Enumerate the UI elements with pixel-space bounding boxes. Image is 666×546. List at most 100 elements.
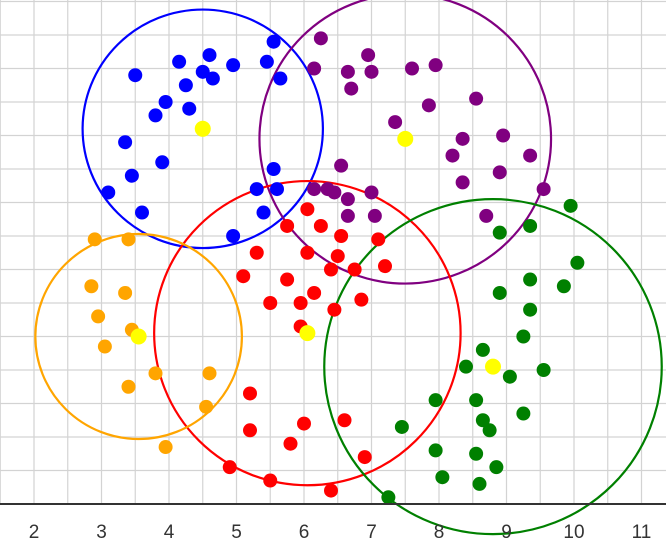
x-tick-label: 3 bbox=[96, 522, 107, 543]
data-point bbox=[202, 48, 217, 63]
data-point bbox=[249, 245, 264, 260]
x-tick-label: 7 bbox=[366, 522, 377, 543]
data-point bbox=[263, 473, 278, 488]
data-point bbox=[324, 262, 338, 277]
data-point bbox=[405, 61, 419, 76]
data-point bbox=[307, 61, 322, 76]
data-point bbox=[256, 205, 271, 220]
x-tick-label: 11 bbox=[632, 522, 652, 543]
data-point bbox=[324, 483, 338, 498]
data-point bbox=[435, 470, 450, 485]
cluster-circle-5 bbox=[323, 198, 663, 536]
centroid-point-5 bbox=[485, 358, 501, 375]
data-point bbox=[445, 148, 460, 163]
data-point bbox=[475, 413, 490, 428]
data-point bbox=[320, 182, 335, 197]
data-point bbox=[101, 185, 116, 200]
data-point bbox=[158, 95, 173, 109]
data-point bbox=[536, 182, 551, 197]
data-point bbox=[300, 202, 315, 217]
data-point bbox=[364, 64, 379, 79]
data-point bbox=[243, 423, 257, 438]
x-tick-label: 10 bbox=[563, 522, 584, 543]
centroid-point-4 bbox=[130, 328, 147, 345]
data-point bbox=[516, 329, 531, 344]
data-point bbox=[313, 31, 328, 46]
data-point bbox=[334, 229, 349, 243]
data-point bbox=[266, 34, 281, 49]
data-point bbox=[91, 309, 106, 324]
data-point bbox=[135, 205, 149, 220]
data-point bbox=[121, 379, 136, 394]
data-point bbox=[195, 64, 210, 79]
data-point bbox=[87, 232, 102, 247]
grid-lines bbox=[0, 0, 666, 504]
data-point bbox=[523, 302, 538, 317]
data-point bbox=[270, 182, 284, 197]
data-point bbox=[226, 229, 241, 243]
data-point bbox=[118, 135, 133, 150]
x-tick-label: 5 bbox=[231, 522, 242, 543]
data-point bbox=[158, 440, 173, 455]
data-point bbox=[280, 272, 295, 287]
data-point bbox=[570, 255, 585, 270]
centroids bbox=[130, 120, 501, 375]
data-point bbox=[172, 54, 187, 69]
data-point bbox=[155, 155, 170, 170]
data-point bbox=[502, 369, 517, 384]
data-point bbox=[428, 393, 443, 408]
data-point bbox=[118, 285, 133, 300]
data-point bbox=[340, 208, 355, 223]
data-point bbox=[472, 476, 487, 491]
data-point bbox=[280, 218, 295, 233]
data-point bbox=[459, 359, 473, 374]
data-point bbox=[455, 175, 470, 190]
centroid-point-2 bbox=[397, 130, 414, 147]
data-point bbox=[536, 363, 551, 377]
data-point bbox=[236, 269, 251, 284]
data-point bbox=[330, 249, 345, 264]
data-point bbox=[378, 259, 392, 274]
data-point bbox=[334, 158, 349, 173]
data-point bbox=[523, 272, 538, 287]
data-point bbox=[340, 64, 355, 79]
cluster-circle-4 bbox=[34, 232, 244, 441]
data-point bbox=[148, 108, 163, 123]
data-point bbox=[421, 98, 436, 113]
data-point bbox=[307, 285, 322, 300]
data-point bbox=[496, 128, 511, 143]
data-point bbox=[199, 399, 214, 414]
cluster-circle-1 bbox=[81, 8, 325, 250]
data-point bbox=[364, 185, 379, 200]
data-point bbox=[121, 232, 136, 247]
data-point bbox=[273, 71, 288, 86]
x-tick-label: 6 bbox=[299, 522, 310, 543]
data-point bbox=[469, 91, 484, 106]
data-point bbox=[357, 450, 372, 465]
data-point bbox=[128, 68, 143, 83]
data-point bbox=[266, 162, 281, 176]
data-point bbox=[226, 58, 241, 73]
data-point bbox=[293, 296, 308, 310]
data-point bbox=[354, 292, 369, 307]
data-point bbox=[307, 182, 322, 197]
x-tick-label: 4 bbox=[164, 522, 175, 543]
data-point bbox=[469, 446, 484, 461]
x-axis-tick-labels: 2 3 4 5 6 7 8 9 10 11 bbox=[29, 522, 652, 543]
data-point bbox=[428, 443, 443, 458]
data-point bbox=[259, 54, 274, 69]
centroid-point-1 bbox=[194, 120, 211, 137]
cluster-circle-3 bbox=[153, 179, 462, 487]
data-point bbox=[523, 148, 538, 163]
data-point bbox=[313, 218, 328, 233]
data-point bbox=[492, 285, 507, 300]
data-point bbox=[182, 101, 197, 116]
data-point bbox=[482, 423, 497, 438]
data-point bbox=[222, 460, 237, 475]
data-point bbox=[243, 386, 257, 401]
data-point bbox=[492, 225, 507, 240]
data-point bbox=[516, 406, 531, 421]
data-point bbox=[556, 279, 571, 294]
data-point bbox=[381, 490, 396, 505]
